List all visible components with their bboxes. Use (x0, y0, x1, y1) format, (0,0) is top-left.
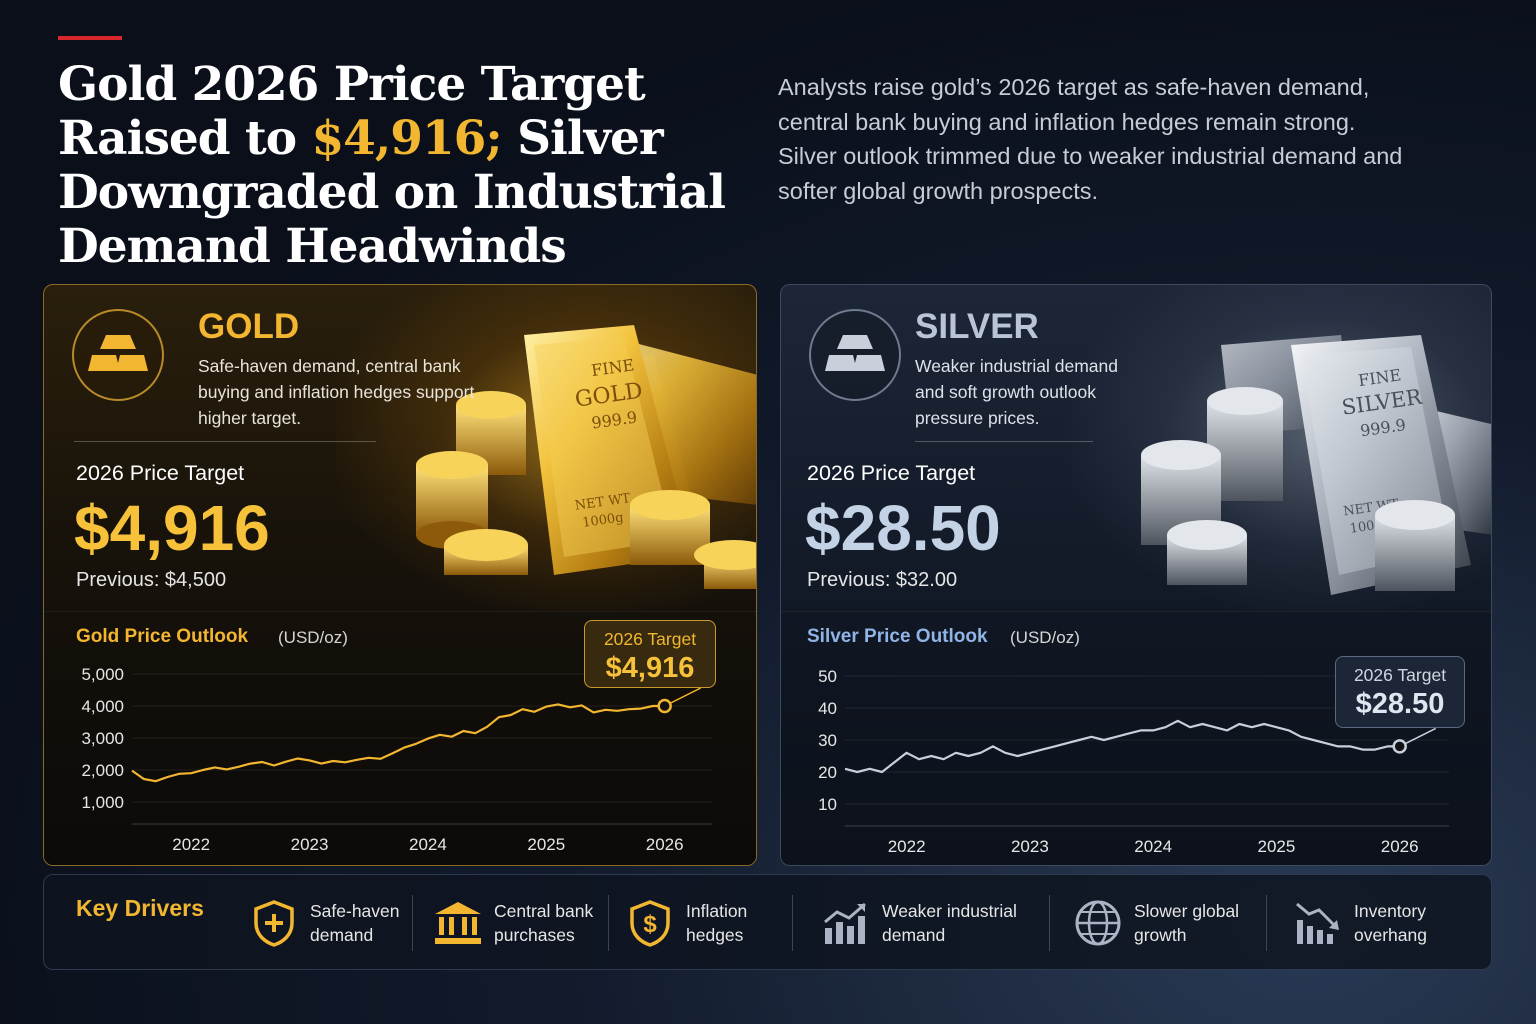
silver-chart-x-tick-label: 2026 (1381, 837, 1419, 856)
driver-label: Inventory overhang (1354, 901, 1427, 945)
gold-chart-y-tick-label: 4,000 (81, 697, 124, 716)
gold-target-label: 2026 Price Target (76, 461, 245, 485)
silver-target-callout: 2026 Target $28.50 (1335, 656, 1465, 728)
driver-separator (1049, 895, 1050, 951)
gold-coin-stack-left (416, 391, 528, 575)
gold-chart-x-tick-label: 2022 (172, 835, 210, 854)
globe-icon (1072, 897, 1124, 949)
shield-icon (248, 897, 300, 949)
gold-bar-text-weight: 1000g (581, 510, 624, 531)
silver-chart-title: Silver Price Outlook (807, 626, 988, 647)
silver-chart-target-marker (1392, 739, 1407, 754)
driver-label: Safe-haven demand (310, 901, 400, 945)
driver-central-bank: Central bank purchases (432, 875, 593, 971)
silver-description: Weaker industrial demand and soft growth… (915, 356, 1118, 428)
driver-inventory: Inventory overhang (1292, 875, 1427, 971)
silver-chart-x-tick-label: 2023 (1011, 837, 1049, 856)
gold-coin-stack-right (630, 490, 756, 589)
gold-chart-x-tick-label: 2023 (291, 835, 329, 854)
gold-divider (74, 441, 376, 442)
bank-icon (432, 897, 484, 949)
gold-target-value: $4,916 (74, 492, 270, 564)
gold-chart-y-tick-label: 5,000 (81, 665, 124, 684)
driver-label: Inflation hedges (686, 901, 748, 945)
silver-chart-svg: 10 20 30 40 50 2022 2023 2024 2025 2026 (818, 667, 1449, 856)
gold-chart-unit: (USD/oz) (278, 628, 348, 647)
gold-chart-y-tick-label: 1,000 (81, 793, 124, 812)
silver-divider (915, 441, 1093, 442)
silver-badge (809, 309, 901, 401)
silver-target-label: 2026 Price Target (807, 461, 976, 485)
silver-chart-y-tick-label: 20 (818, 763, 837, 782)
silver-chart-x-tick-label: 2022 (888, 837, 926, 856)
gold-chart-x-tick-label: 2024 (409, 835, 447, 854)
gold-chart-price-line (131, 703, 665, 783)
key-drivers-bar: Key Drivers Safe-haven demand Central ban… (43, 874, 1492, 970)
subhead: Analysts raise gold’s 2026 target as saf… (778, 74, 1403, 204)
gold-chart-title: Gold Price Outlook (76, 626, 249, 647)
gold-title: GOLD (198, 307, 300, 346)
gold-chart: 1,000 2,000 3,000 4,000 5,000 2022 2023 2024 202… (44, 611, 756, 865)
driver-label: Slower global growth (1134, 901, 1240, 945)
silver-bars-icon (825, 335, 885, 371)
gold-panel: FINE GOLD 999.9 NET WT 1000g GO (43, 284, 757, 866)
driver-weak-industrial: Weaker industrial demand (820, 875, 1017, 971)
driver-safe-haven: Safe-haven demand (248, 875, 400, 971)
driver-label: Weaker industrial demand (882, 901, 1017, 945)
silver-bars-image: FINE SILVER 999.9 NET WT 1000g (1141, 335, 1491, 595)
gold-bars-icon (88, 335, 148, 371)
gold-badge (72, 309, 164, 401)
silver-previous-value: Previous: $32.00 (807, 569, 958, 591)
silver-coin-stack-right (1375, 500, 1455, 591)
svg-text:$: $ (643, 911, 657, 938)
key-drivers-title: Key Drivers (76, 895, 204, 921)
silver-chart-y-tick-label: 10 (818, 795, 837, 814)
headline-part-2: Silver Downgraded on Industrial Demand H… (58, 111, 726, 274)
gold-bars-image: FINE GOLD 999.9 NET WT 1000g (416, 325, 756, 589)
accent-bar (58, 36, 122, 40)
silver-chart-y-tick-label: 40 (818, 699, 837, 718)
gold-chart-y-tick-label: 2,000 (81, 761, 124, 780)
dollar-shield-icon: $ (624, 897, 676, 949)
silver-chart-x-tick-label: 2024 (1134, 837, 1172, 856)
silver-chart-unit: (USD/oz) (1010, 628, 1080, 647)
silver-title: SILVER (915, 307, 1039, 346)
headline-highlight: $4,916; (311, 111, 502, 166)
gold-callout-label: 2026 Target (603, 629, 697, 649)
headline: Gold 2026 Price Target Raised to $4,916;… (58, 58, 738, 274)
driver-separator (412, 895, 413, 951)
gold-previous-value: Previous: $4,500 (76, 569, 227, 591)
gold-chart-x-tick-label: 2026 (646, 835, 684, 854)
driver-inflation: $ Inflation hedges (624, 875, 747, 971)
silver-panel: FINE SILVER 999.9 NET WT 1000g SILVER We… (780, 284, 1492, 866)
gold-chart-y-tick-label: 3,000 (81, 729, 124, 748)
silver-target-value: $28.50 (805, 492, 1001, 564)
silver-chart-y-tick-label: 50 (818, 667, 837, 686)
driver-separator (792, 895, 793, 951)
gold-chart-target-marker (657, 698, 672, 714)
silver-chart-price-line (844, 719, 1400, 774)
silver-callout-label: 2026 Target (1353, 665, 1447, 685)
driver-separator (608, 895, 609, 951)
gold-target-callout: 2026 Target $4,916 (584, 620, 716, 688)
headline-part-1: Gold 2026 Price Target Raised to (58, 57, 646, 166)
gold-callout-value: $4,916 (605, 652, 695, 684)
gold-chart-svg: 1,000 2,000 3,000 4,000 5,000 2022 2023 2024 202… (81, 665, 712, 854)
silver-chart-x-tick-label: 2025 (1258, 837, 1296, 856)
driver-label: Central bank purchases (494, 901, 594, 945)
silver-callout-value: $28.50 (1355, 688, 1445, 720)
driver-slower-growth: Slower global growth (1072, 875, 1239, 971)
factory-chart-icon (820, 897, 872, 949)
gold-description: Safe-haven demand, central bank buying a… (198, 356, 475, 428)
driver-separator (1266, 895, 1267, 951)
gold-chart-x-tick-label: 2025 (527, 835, 565, 854)
silver-coin-stack-left (1141, 387, 1283, 585)
down-trend-icon (1292, 897, 1344, 949)
silver-chart: 10 20 30 40 50 2022 2023 2024 2025 2026 Silver Pr… (781, 611, 1491, 865)
silver-chart-y-tick-label: 30 (818, 731, 837, 750)
